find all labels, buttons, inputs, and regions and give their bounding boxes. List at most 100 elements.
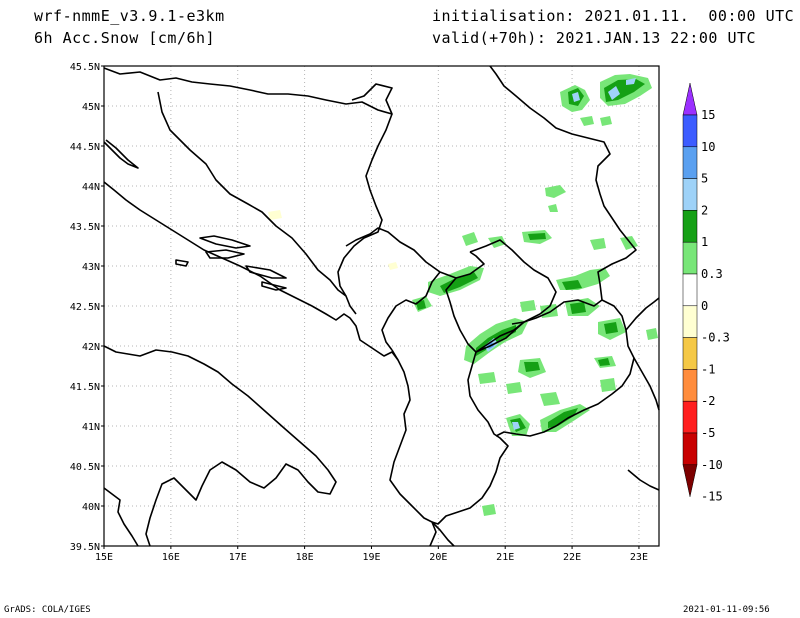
- lat-tick-label: 45N: [82, 102, 100, 113]
- colorbar-label: 10: [701, 140, 715, 154]
- colorbar-label: 0: [701, 299, 708, 313]
- colorbar-label: 1: [701, 235, 708, 249]
- border-serbia-west: [337, 113, 393, 297]
- border-serbia: [489, 65, 637, 325]
- snow-area-darkgreen: [562, 280, 582, 290]
- latitude-labels: 45.5N 45N 44.5N 44N 43.5N 43N 42.5N 42N 41.5N 41N…: [70, 62, 104, 553]
- snow-area-darkgreen: [440, 272, 478, 293]
- snow-area-darkgreen: [528, 233, 546, 240]
- colorbar-label: -1: [701, 362, 715, 376]
- lon-tick-label: 16E: [162, 552, 180, 563]
- snow-area-lightblue: [608, 86, 620, 100]
- snow-area-green: [478, 372, 496, 384]
- snow-area-green: [646, 328, 658, 340]
- colorbar-label: 2: [701, 203, 708, 217]
- colorbar-swatch: [682, 178, 698, 211]
- colorbar-swatch: [682, 241, 698, 275]
- lat-tick-label: 40N: [82, 502, 100, 513]
- colorbar-label: -0.3: [701, 331, 730, 345]
- border-montenegro: [345, 227, 485, 351]
- snow-area-green: [482, 504, 496, 516]
- snow-area-lightblue: [572, 92, 580, 102]
- colorbar-swatch: [682, 337, 698, 370]
- lat-tick-label: 41.5N: [70, 382, 100, 393]
- snow-area-green: [545, 185, 566, 198]
- lat-tick-label: 44N: [82, 182, 100, 193]
- lon-tick-label: 18E: [296, 552, 314, 563]
- colorbar-swatch: [682, 432, 698, 466]
- colorbar: 15 10 5 2 1 0.3 0 -0.3 -1 -2 -5 -10 -15: [682, 82, 730, 504]
- lon-tick-label: 20E: [429, 552, 447, 563]
- coastline-east-adriatic: [103, 139, 437, 547]
- coastline-italy-south: [103, 487, 139, 547]
- snow-area-green: [462, 232, 478, 246]
- colorbar-bottom-arrow: [682, 464, 698, 497]
- colorbar-label: 0.3: [701, 267, 723, 281]
- lat-tick-label: 42.5N: [70, 302, 100, 313]
- border-bosnia: [103, 67, 393, 315]
- snow-area-green: [600, 116, 612, 126]
- colorbar-label: -2: [701, 394, 715, 408]
- colorbar-swatch: [682, 305, 698, 338]
- snow-area-green: [506, 382, 522, 394]
- colorbar-label: -10: [701, 458, 723, 472]
- snow-area-lightblue: [512, 422, 520, 430]
- valid-time: valid(+70h): 2021.JAN.13 22:00 UTC: [432, 29, 757, 47]
- lat-tick-label: 42N: [82, 342, 100, 353]
- colorbar-swatch: [682, 273, 698, 307]
- lon-tick-label: 17E: [229, 552, 247, 563]
- colorbar-swatch: [682, 400, 698, 434]
- snow-area-darkgreen: [604, 322, 618, 334]
- island: [261, 281, 287, 291]
- init-time: initialisation: 2021.01.11. 00:00 UTC: [432, 7, 795, 25]
- footer-timestamp: 2021-01-11-09:56: [683, 605, 770, 615]
- grid-lines: [104, 66, 659, 546]
- lon-tick-label: 15E: [95, 552, 113, 563]
- colorbar-swatch: [682, 114, 698, 148]
- colorbar-label: -15: [701, 490, 723, 504]
- snow-area-darkgreen: [598, 358, 610, 366]
- lon-tick-label: 22E: [563, 552, 581, 563]
- island: [205, 249, 245, 259]
- model-title: wrf-nmmE_v3.9.1-e3km: [34, 7, 225, 25]
- snow-area-lightblue: [626, 78, 636, 85]
- colorbar-swatch: [682, 146, 698, 179]
- snow-area-darkgreen: [548, 408, 578, 428]
- snow-fields: [268, 74, 658, 516]
- snow-area-darkgreen: [570, 302, 586, 314]
- colorbar-swatch: [682, 210, 698, 243]
- colorbar-label: -5: [701, 426, 715, 440]
- border-macedonia: [475, 299, 635, 437]
- snow-area-green: [590, 238, 606, 250]
- longitude-labels: 15E 16E 17E 18E 19E 20E 21E 22E 23E: [95, 546, 648, 563]
- island: [175, 259, 189, 267]
- lon-tick-label: 19E: [362, 552, 380, 563]
- border-albania: [391, 349, 509, 525]
- lat-tick-label: 43.5N: [70, 222, 100, 233]
- island: [199, 235, 251, 249]
- snow-area-negative: [268, 210, 282, 220]
- snow-area-green: [548, 204, 558, 212]
- border-greece-bulgaria: [625, 297, 660, 411]
- lat-tick-label: 40.5N: [70, 462, 100, 473]
- colorbar-label: 15: [701, 108, 715, 122]
- lat-tick-label: 39.5N: [70, 542, 100, 553]
- lat-tick-label: 43N: [82, 262, 100, 273]
- lon-tick-label: 21E: [496, 552, 514, 563]
- coastlines-borders: [103, 65, 660, 547]
- snow-area-green: [540, 392, 560, 406]
- lon-tick-label: 23E: [630, 552, 648, 563]
- snow-area-negative: [388, 262, 398, 270]
- coastline-greece: [431, 469, 660, 547]
- colorbar-top-arrow: [682, 82, 698, 116]
- snow-area-darkgreen: [524, 362, 540, 372]
- footer-credit: GrADS: COLA/IGES: [4, 605, 91, 615]
- coastline-italy: [103, 345, 337, 547]
- lat-tick-label: 44.5N: [70, 142, 100, 153]
- field-title: 6h Acc.Snow [cm/6h]: [34, 29, 216, 47]
- snow-area-green: [520, 300, 536, 312]
- colorbar-swatch: [682, 369, 698, 402]
- snow-area-green: [580, 116, 594, 126]
- map-area: [103, 65, 660, 547]
